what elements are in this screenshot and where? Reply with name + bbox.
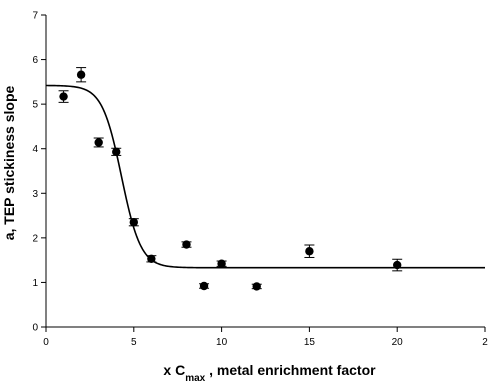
data-point-marker [94,138,103,147]
data-point-marker [76,70,86,79]
data-point [199,281,210,291]
plot-area [45,67,485,291]
data-point [58,90,69,103]
data-point-marker [217,259,226,268]
data-point-marker [112,147,121,157]
y-tick-label: 3 [32,189,38,200]
data-point-marker [59,92,68,101]
data-point [251,282,262,291]
y-tick-label: 6 [32,55,38,66]
x-tick-label: 0 [43,337,49,348]
data-point [146,254,157,264]
data-point-marker [252,282,261,291]
data-point-marker [393,260,402,270]
data-point-marker [147,254,156,264]
data-point [181,240,192,249]
data-point-marker [129,218,138,227]
y-axis-ticks: 0 1 2 3 4 5 6 7 [32,11,46,334]
data-point-marker [305,247,314,256]
x-tick-label: 2 [482,337,488,348]
y-axis-title: a, TEP stickiness slope [1,85,17,240]
x-axis-title-prefix: x C [163,362,185,378]
data-points [58,67,403,291]
data-point-marker [199,281,209,291]
data-point [76,67,87,83]
data-point-marker [182,240,191,249]
y-tick-label: 0 [32,323,38,334]
data-point [216,259,227,268]
data-point [128,218,139,227]
y-tick-label: 4 [32,144,38,155]
data-point [392,258,403,272]
y-tick-label: 1 [32,278,38,289]
x-axis-ticks: 0 5 10 15 20 2 [43,327,488,348]
fit-curve [45,84,485,269]
y-tick-label: 2 [32,233,38,244]
x-tick-label: 5 [131,337,137,348]
x-axis-title-suffix: , metal enrichment factor [205,362,376,378]
x-tick-label: 10 [216,337,228,348]
y-tick-label: 5 [32,100,38,111]
x-axis-title-subscript: max [185,373,205,381]
data-point [93,137,104,148]
y-tick-label: 7 [32,11,38,22]
data-point [111,147,122,157]
data-point [304,244,315,258]
x-axis-title: x Cmax , metal enrichment factor [163,362,376,381]
x-tick-label: 20 [392,337,404,348]
x-tick-label: 15 [304,337,316,348]
